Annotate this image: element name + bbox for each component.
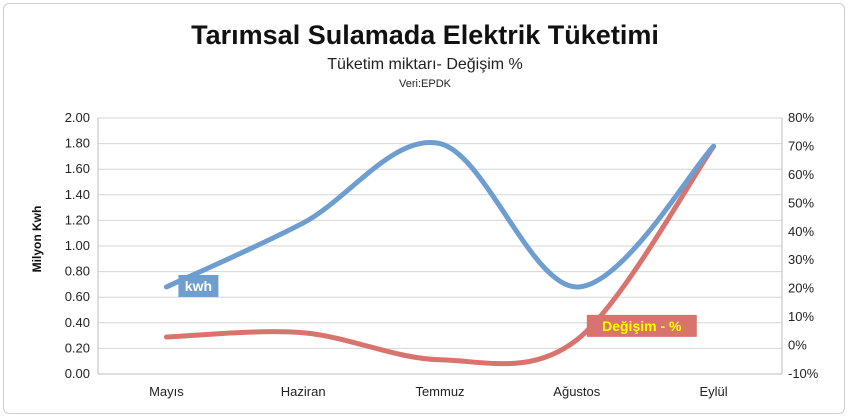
- y-tick-label: 1.60: [65, 161, 90, 176]
- series-label-kwh: kwh: [185, 278, 212, 294]
- chart-source: Veri:EPDK: [399, 78, 451, 90]
- y-tick-label: 0.00: [65, 366, 90, 381]
- chart-frame: [3, 3, 845, 414]
- y2-tick-label: 10%: [788, 309, 814, 324]
- y2-tick-label: 50%: [788, 195, 814, 210]
- x-tick-label: Temmuz: [415, 384, 464, 399]
- y-tick-label: 1.80: [65, 136, 90, 151]
- y-tick-label: 0.20: [65, 340, 90, 355]
- y2-tick-label: 40%: [788, 224, 814, 239]
- y2-tick-label: 80%: [788, 110, 814, 125]
- y2-tick-label: 60%: [788, 167, 814, 182]
- series-line-kwh: [163, 139, 717, 290]
- y2-tick-label: 70%: [788, 138, 814, 153]
- y2-tick-label: 0%: [788, 338, 807, 353]
- series-label-box: [178, 274, 219, 297]
- y-tick-label: 1.40: [65, 187, 90, 202]
- series-label-box: [586, 314, 697, 337]
- y-tick-label: 0.40: [65, 315, 90, 330]
- x-tick-label: Ağustos: [553, 384, 600, 399]
- chart-title: Tarımsal Sulamada Elektrik Tüketimi: [191, 20, 659, 50]
- y2-tick-label: 20%: [788, 281, 814, 296]
- chart-subtitle: Tüketim miktarı- Değişim %: [327, 56, 523, 73]
- y-tick-label: 0.60: [65, 289, 90, 304]
- y-tick-label: 2.00: [65, 110, 90, 125]
- x-tick-label: Mayıs: [149, 384, 184, 399]
- y-axis-title: Milyon Kwh: [30, 206, 44, 273]
- y-tick-label: 0.80: [65, 264, 90, 279]
- x-tick-label: Eylül: [700, 384, 728, 399]
- x-tick-label: Haziran: [281, 384, 326, 399]
- y2-tick-label: -10%: [788, 366, 819, 381]
- y-tick-label: 1.20: [65, 212, 90, 227]
- y2-tick-label: 30%: [788, 252, 814, 267]
- y-tick-label: 1.00: [65, 238, 90, 253]
- series-label-change: Değişim - %: [602, 318, 682, 334]
- series-line-change: [163, 143, 717, 367]
